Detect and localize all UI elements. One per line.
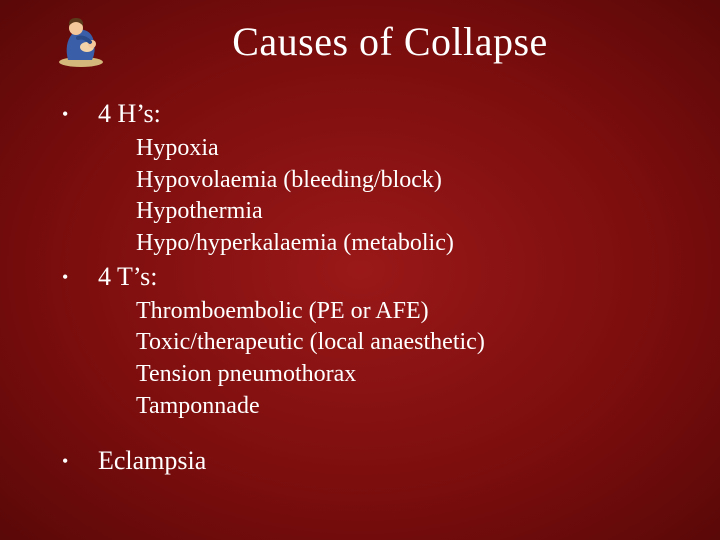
- bullet-4h-label: 4 H’s:: [98, 99, 161, 129]
- sublist-4h: Hypoxia Hypovolaemia (bleeding/block) Hy…: [60, 133, 660, 260]
- sublist-item: Toxic/therapeutic (local anaesthetic): [136, 327, 660, 359]
- slide-content: • 4 H’s: Hypoxia Hypovolaemia (bleeding/…: [0, 65, 720, 476]
- mother-and-baby-icon: [54, 14, 108, 73]
- sublist-item: Tension pneumothorax: [136, 359, 660, 391]
- sublist-item: Hypo/hyperkalaemia (metabolic): [136, 228, 660, 260]
- bullet-marker: •: [60, 451, 98, 472]
- sublist-item: Thromboembolic (PE or AFE): [136, 296, 660, 328]
- bullet-4h: • 4 H’s:: [60, 99, 660, 129]
- bullet-eclampsia-label: Eclampsia: [98, 446, 206, 476]
- sublist-item: Hypovolaemia (bleeding/block): [136, 165, 660, 197]
- bullet-4t-label: 4 T’s:: [98, 262, 157, 292]
- slide-title: Causes of Collapse: [0, 0, 720, 65]
- bullet-marker: •: [60, 267, 98, 288]
- sublist-item: Hypoxia: [136, 133, 660, 165]
- sublist-4t: Thromboembolic (PE or AFE) Toxic/therape…: [60, 296, 660, 423]
- bullet-marker: •: [60, 104, 98, 125]
- bullet-4t: • 4 T’s:: [60, 262, 660, 292]
- sublist-item: Tamponnade: [136, 391, 660, 423]
- bullet-eclampsia: • Eclampsia: [60, 446, 660, 476]
- sublist-item: Hypothermia: [136, 196, 660, 228]
